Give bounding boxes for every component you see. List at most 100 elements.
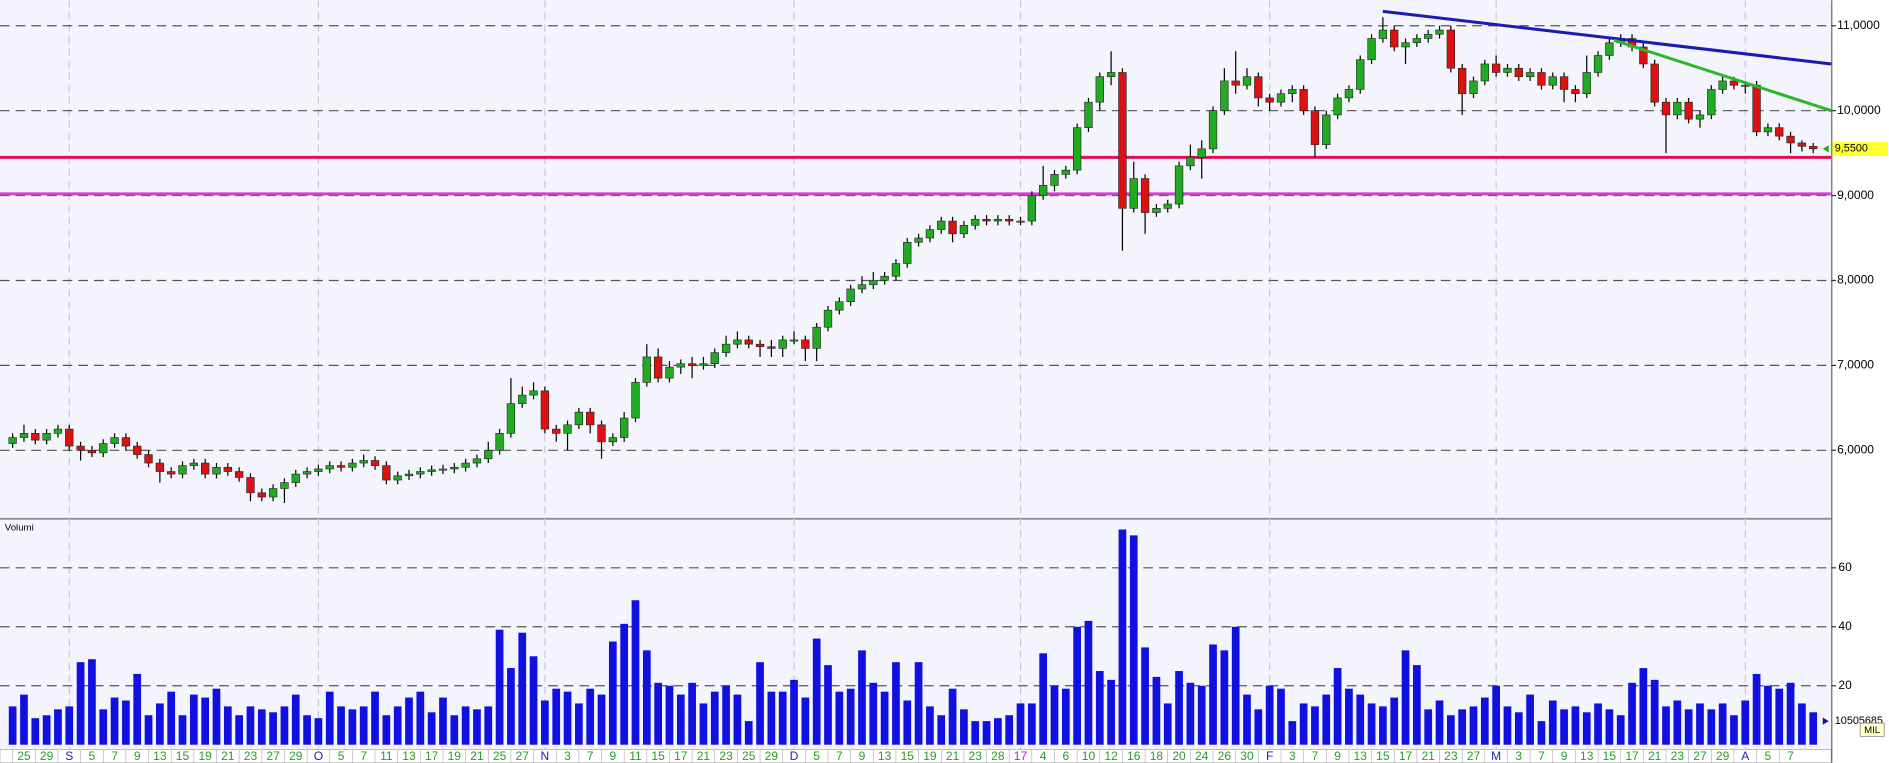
volume-bar [495,629,504,745]
volume-bar [733,694,742,745]
candle-body [1095,76,1104,103]
candle-body [687,363,697,366]
candle-body [1333,97,1342,116]
x-tick-label: 9 [609,749,616,763]
volume-bar [688,682,696,745]
volume-bar [201,697,210,745]
candle-body [653,356,663,379]
candle-body [268,488,278,498]
x-tick-label: 15 [901,749,915,763]
volume-bar [1684,709,1693,745]
last-price-arrow [1822,145,1829,153]
candle-body [1571,89,1580,94]
volume-bar [427,712,436,745]
volume-bar [665,685,674,745]
candle-body [1435,29,1444,35]
candle-body [1491,63,1501,73]
volume-bar [473,709,481,745]
candle-body [574,411,584,426]
volume-bar [393,706,402,745]
volume-bar [1367,703,1376,745]
y-tick-label: 9,0000 [1837,188,1874,202]
candle-body [857,284,867,290]
candle-body [110,437,119,444]
volume-bar [235,715,243,745]
x-tick-label: 5 [1765,749,1772,763]
candle-body [1344,89,1354,99]
candle-body [869,280,878,286]
candle-body [280,482,289,489]
volume-bar [167,691,176,745]
candle-body [1197,148,1206,158]
candle-body [1661,101,1671,116]
candle-body [246,477,255,494]
volume-bar [1786,682,1795,745]
candle-body [823,309,833,328]
volume-bar [65,706,74,745]
candle-body [982,219,991,222]
x-tick-label: 7 [836,749,843,763]
candle-body [1356,59,1365,90]
candle-body [733,339,742,345]
candle-body [1741,84,1750,87]
volume-bar [1673,700,1682,745]
volume-bar [552,688,561,745]
candle-body [597,424,606,443]
volume-bar [1480,697,1489,745]
candle-body [1322,114,1331,145]
candle-body [1809,146,1818,150]
candle-body [223,466,232,472]
volume-bar [1752,673,1761,745]
volume-bar [76,662,85,745]
volume-bar [1163,703,1172,745]
volume-bar [1027,703,1036,745]
volume-arrow [1822,717,1829,725]
candle-body [1163,203,1172,209]
x-tick-label: M [1491,749,1501,763]
volume-bar [1277,688,1285,745]
volume-bar [642,650,651,745]
candle-body [506,403,516,434]
volume-bar [280,706,289,745]
candle-body [1503,67,1512,73]
candle-body [1695,114,1705,120]
volume-bar [903,700,912,745]
volume-bar [1005,715,1014,745]
volume-bar [325,691,334,745]
candle-body [710,352,719,365]
volume-bar [812,638,821,745]
volume-bar [982,721,991,745]
candle-body [393,475,402,481]
candle-body [699,363,708,366]
candle-body [144,454,153,464]
plot-background [0,0,1832,750]
y-tick-label: 8,0000 [1837,273,1874,287]
candle-body [620,417,629,438]
y2-tick-label: 40 [1838,619,1852,633]
candle-body [1050,174,1059,186]
volume-bar [529,656,538,745]
volume-bar [1469,706,1478,745]
volume-bar [88,659,96,745]
volume-bar [1084,620,1093,745]
volume-bar [133,673,142,745]
x-tick-label: 29 [289,749,303,763]
candle-body [450,466,459,470]
volume-bar [382,715,391,745]
x-tick-label: 27 [1467,749,1481,763]
candle-body [812,326,821,349]
candle-body [529,390,538,396]
volume-bar [348,709,357,745]
candle-body [767,346,776,349]
volume-bar [42,715,51,745]
candle-body [1707,89,1716,116]
candle-body [1593,55,1603,73]
x-tick-label: 18 [1150,749,1164,763]
candle-body [1276,93,1286,103]
volume-bar [144,715,153,745]
candle-body [1152,208,1161,213]
x-tick-label: 7 [360,749,367,763]
x-tick-label: 23 [1671,749,1685,763]
